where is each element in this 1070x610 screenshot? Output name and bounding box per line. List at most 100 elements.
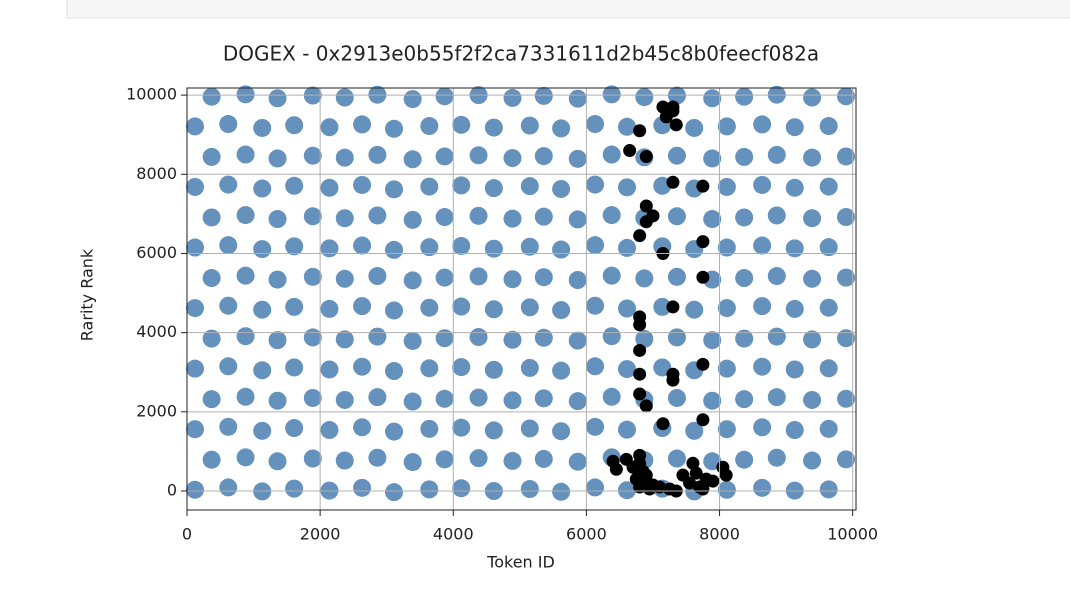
point: [335, 148, 354, 167]
point: [185, 238, 204, 257]
code-cell: [66, 0, 1070, 19]
point: [385, 362, 404, 381]
point: [837, 450, 856, 469]
point: [268, 149, 287, 168]
point: [602, 266, 621, 285]
highlight-point: [696, 413, 710, 427]
point: [837, 268, 856, 287]
point: [253, 300, 272, 319]
point: [635, 269, 654, 288]
point: [185, 117, 204, 136]
point: [320, 360, 339, 379]
point: [618, 420, 637, 439]
point: [435, 329, 454, 348]
point: [503, 270, 522, 289]
point: [803, 269, 822, 288]
point: [635, 329, 654, 348]
point: [717, 480, 736, 499]
point: [685, 118, 704, 137]
point: [469, 267, 488, 286]
point: [703, 89, 722, 108]
point: [586, 417, 605, 436]
point: [667, 449, 686, 468]
x-tick-label: 0: [182, 525, 192, 544]
point: [568, 210, 587, 229]
point: [568, 149, 587, 168]
point: [403, 90, 422, 109]
point: [602, 206, 621, 225]
point: [735, 269, 754, 288]
point: [353, 357, 372, 376]
plot-frame: [186, 87, 857, 511]
point: [753, 175, 772, 194]
point: [618, 238, 637, 257]
point: [253, 361, 272, 380]
highlight-point: [683, 476, 697, 490]
point: [385, 240, 404, 259]
point: [767, 388, 786, 407]
point: [403, 210, 422, 229]
point: [253, 118, 272, 137]
x-tick-label: 10000: [827, 525, 878, 544]
point: [552, 422, 571, 441]
point: [268, 452, 287, 471]
point: [285, 419, 304, 438]
point: [320, 239, 339, 258]
point: [552, 240, 571, 259]
point: [268, 270, 287, 289]
point: [385, 180, 404, 199]
chart-title: DOGEX - 0x2913e0b55f2f2ca7331611d2b45c8b…: [223, 42, 819, 66]
point: [568, 452, 587, 471]
point: [268, 89, 287, 108]
point: [735, 450, 754, 469]
point: [202, 390, 221, 409]
point: [268, 391, 287, 410]
point: [602, 145, 621, 164]
axes: 0 2000 4000 6000 8000 10000 0 2000 4000 6000 8000 1…: [126, 85, 878, 544]
point: [618, 481, 637, 500]
highlight-point: [706, 474, 720, 488]
point: [368, 267, 387, 286]
y-tick-label: 0: [167, 480, 177, 499]
point: [837, 87, 856, 106]
point: [435, 389, 454, 408]
point: [403, 453, 422, 472]
point: [303, 328, 322, 347]
point: [185, 359, 204, 378]
point: [503, 88, 522, 107]
point: [735, 147, 754, 166]
point: [420, 117, 439, 136]
point: [452, 297, 471, 316]
point: [253, 240, 272, 259]
highlight-point: [656, 417, 670, 431]
point: [403, 150, 422, 169]
x-tick-label: 2000: [300, 525, 341, 544]
highlight-point: [666, 373, 680, 387]
point: [320, 178, 339, 197]
point: [753, 357, 772, 376]
marks: [185, 85, 856, 502]
point: [568, 89, 587, 108]
y-tick-label: 6000: [136, 243, 177, 262]
highlight-point: [639, 149, 653, 163]
point: [335, 88, 354, 107]
x-tick-label: 8000: [699, 525, 740, 544]
point: [335, 209, 354, 228]
point: [202, 208, 221, 227]
point: [303, 146, 322, 165]
point: [353, 175, 372, 194]
highlight-point: [609, 462, 623, 476]
highlight-point: [656, 100, 670, 114]
highlight-point: [689, 466, 703, 480]
point: [520, 358, 539, 377]
point: [202, 269, 221, 288]
point: [202, 147, 221, 166]
point: [353, 418, 372, 437]
point: [602, 85, 621, 104]
point: [785, 360, 804, 379]
point: [767, 448, 786, 467]
point: [303, 388, 322, 407]
point: [185, 480, 204, 499]
highlight-point: [646, 478, 660, 492]
highlight-point: [639, 399, 653, 413]
